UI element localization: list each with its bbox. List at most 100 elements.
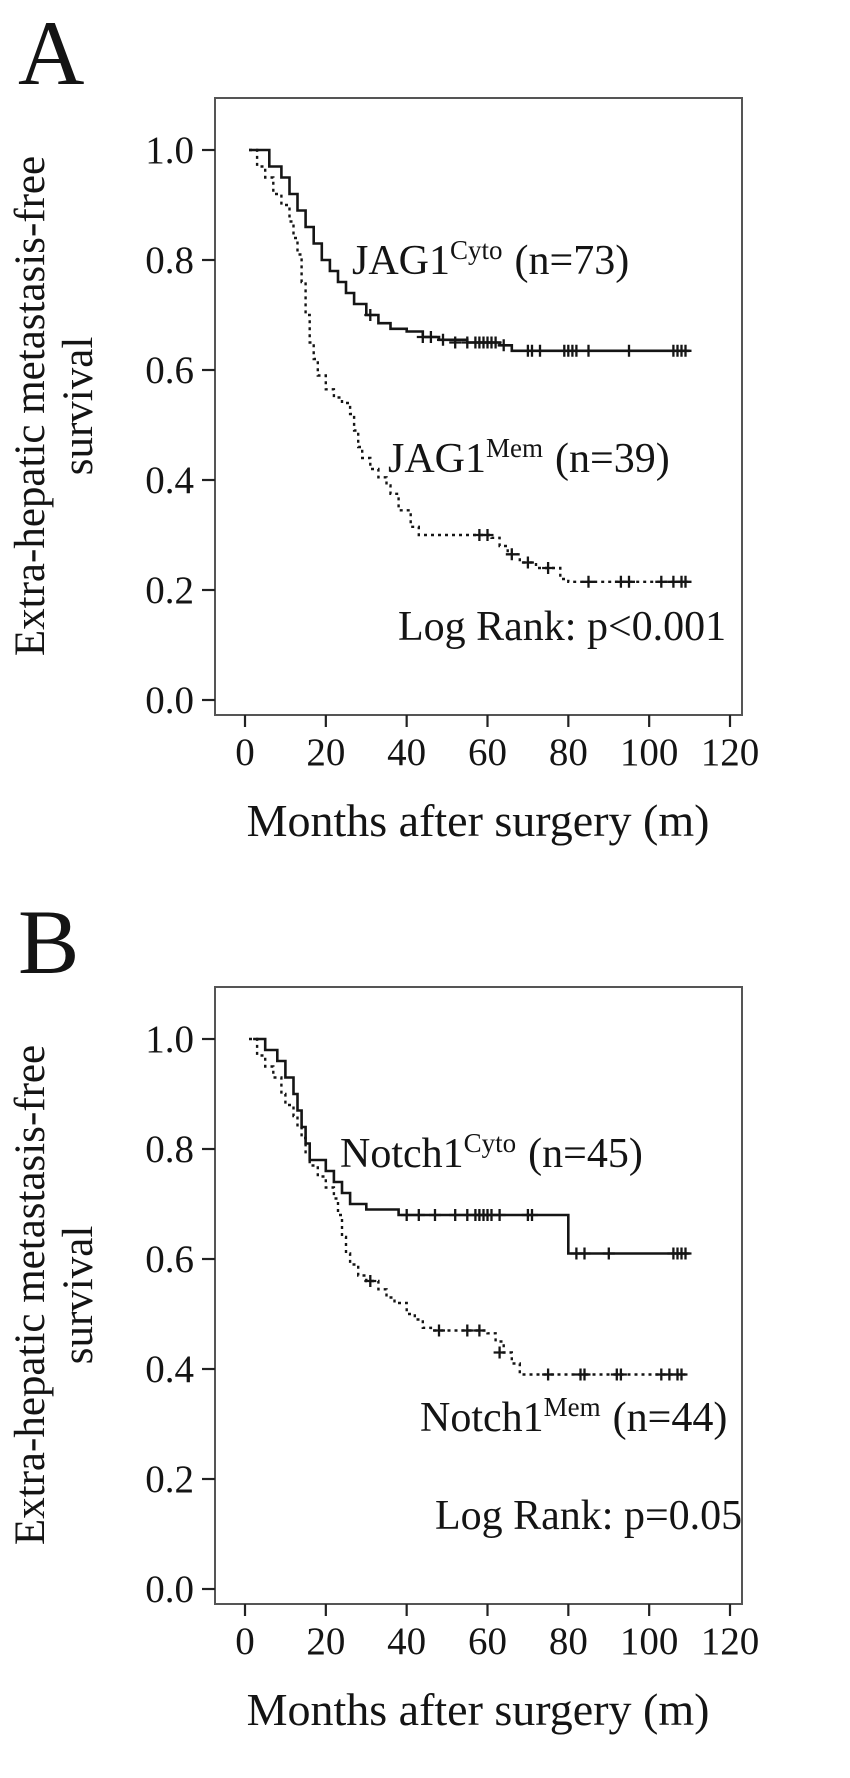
curve-label-notch1-mem: Notch1Mem (n=44) (420, 1392, 727, 1441)
censor-mark (582, 344, 595, 357)
x-axis-label: Months after surgery (m) (247, 795, 710, 846)
censor-mark (578, 1247, 591, 1260)
y-tick-label: 0.4 (145, 459, 194, 502)
curve-label-base: JAG1 (352, 238, 450, 284)
survival-curve-jag1-mem (249, 148, 690, 583)
y-tick-label: 0.8 (145, 1128, 194, 1171)
censor-mark (429, 1209, 441, 1221)
y-axis-label-line1: Extra-hepatic metastasis-free (7, 156, 54, 656)
x-tick-label: 40 (387, 1620, 426, 1663)
x-tick-label: 60 (468, 731, 507, 774)
censor-mark (364, 309, 377, 321)
censor-mark (582, 575, 595, 588)
curve-label-notch1-cyto: Notch1Cyto (n=45) (340, 1128, 643, 1177)
km-plot-B: B Extra-hepatic metastasis-free survival… (7, 891, 759, 1735)
censor-mark (433, 1324, 445, 1337)
x-tick-label: 20 (306, 731, 345, 774)
y-tick-label: 0.6 (145, 1238, 194, 1281)
panel-label-A: A (18, 2, 84, 104)
censor-mark (437, 333, 449, 346)
survival-curve-notch1-cyto (253, 1037, 690, 1255)
censor-mark (493, 1209, 506, 1221)
plot-frame (214, 986, 743, 1605)
x-tick-label: 40 (387, 731, 426, 774)
plot-frame (214, 97, 743, 716)
censor-mark (542, 1368, 555, 1381)
censor-mark (570, 344, 583, 357)
series-layer (249, 148, 692, 588)
curve-label-n: (n=45) (528, 1131, 643, 1177)
censor-mark (505, 548, 518, 561)
censor-mark (655, 575, 668, 588)
censor-mark (623, 575, 635, 588)
curve-label-base: Notch1 (420, 1395, 544, 1441)
censor-mark (578, 1368, 591, 1381)
y-axis-label-line1: Extra-hepatic metastasis-free (7, 1045, 54, 1545)
censor-mark (364, 1275, 377, 1287)
y-tick-label: 0.8 (145, 239, 194, 282)
y-tick-label: 0.2 (145, 569, 194, 612)
censor-mark (534, 344, 546, 357)
censor-mark (679, 1247, 692, 1260)
censor-mark (679, 575, 692, 588)
y-tick-layer: 0.0 0.2 0.4 0.6 0.8 1.0 (145, 129, 215, 722)
censor-mark (497, 339, 510, 352)
curve-label-base: JAG1 (388, 436, 486, 482)
censor-mark (473, 1324, 486, 1337)
x-tick-label: 20 (306, 1620, 345, 1663)
x-tick-label: 0 (235, 731, 255, 774)
km-plot-A: A Extra-hepatic metastasis-free survival… (7, 2, 759, 846)
y-tick-label: 0.6 (145, 349, 194, 392)
survival-curve-notch1-mem (249, 1037, 686, 1376)
series-layer (249, 1037, 692, 1381)
x-tick-label: 80 (549, 731, 588, 774)
x-tick-label: 0 (235, 1620, 255, 1663)
censor-mark (449, 336, 462, 349)
censor-mark (449, 1209, 462, 1221)
y-tick-label: 1.0 (145, 129, 194, 172)
y-axis-label-line2: survival (55, 337, 102, 476)
x-tick-layer: 0 20 40 60 80 100 120 (235, 715, 759, 774)
x-tick-label: 60 (468, 1620, 507, 1663)
censor-mark (526, 1209, 538, 1221)
y-tick-label: 0.0 (145, 679, 194, 722)
y-axis-label-line2: survival (55, 1226, 102, 1365)
censor-mark (481, 529, 494, 541)
panel-A: A Extra-hepatic metastasis-free survival… (7, 2, 759, 846)
panel-B: B Extra-hepatic metastasis-free survival… (0, 889, 850, 1778)
censor-mark (461, 1324, 474, 1337)
x-tick-label: 100 (620, 1620, 679, 1663)
censor-mark (424, 331, 437, 343)
curve-label-superscript: Cyto (464, 1128, 517, 1158)
censor-mark (623, 344, 635, 357)
curve-label-jag1-cyto: JAG1Cyto (n=73) (352, 235, 629, 284)
x-tick-label: 80 (549, 1620, 588, 1663)
censor-mark (602, 1247, 615, 1260)
x-tick-layer: 0 20 40 60 80 100 120 (235, 1604, 759, 1663)
y-tick-label: 0.4 (145, 1348, 194, 1391)
curve-label-n: (n=39) (555, 436, 670, 482)
censor-mark (489, 336, 502, 349)
x-tick-label: 120 (701, 731, 760, 774)
curve-label-n: (n=73) (515, 238, 630, 284)
curve-label-superscript: Cyto (450, 235, 503, 265)
curve-label-superscript: Mem (486, 433, 543, 463)
censor-mark (400, 1209, 413, 1221)
x-axis-label: Months after surgery (m) (247, 1684, 710, 1735)
censor-mark (614, 1368, 627, 1381)
log-rank-annotation: Log Rank: p=0.05 (435, 1493, 742, 1539)
curve-label-jag1-mem: JAG1Mem (n=39) (388, 433, 670, 482)
censor-mark (493, 1346, 506, 1359)
y-tick-label: 0.0 (145, 1568, 194, 1611)
x-tick-label: 120 (701, 1620, 760, 1663)
censor-mark (679, 344, 692, 357)
curve-label-n: (n=44) (613, 1395, 728, 1441)
curve-label-base: Notch1 (340, 1131, 464, 1177)
y-tick-label: 1.0 (145, 1018, 194, 1061)
x-tick-label: 100 (620, 731, 679, 774)
censor-mark (412, 1209, 425, 1221)
censor-mark (521, 556, 534, 569)
curve-label-superscript: Mem (544, 1392, 601, 1422)
censor-mark (542, 562, 555, 574)
